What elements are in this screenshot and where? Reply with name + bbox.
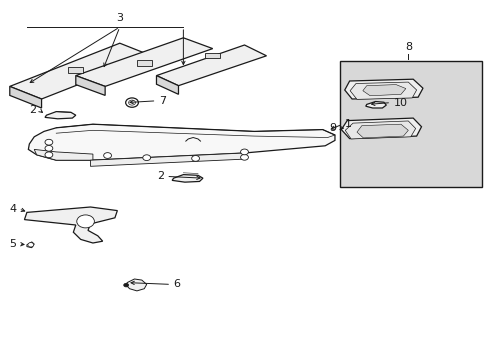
Polygon shape [137, 60, 151, 66]
Polygon shape [90, 153, 244, 166]
Text: 2: 2 [156, 171, 163, 181]
Circle shape [125, 98, 138, 107]
Circle shape [45, 152, 53, 158]
Circle shape [240, 149, 248, 155]
Text: 2: 2 [29, 105, 37, 115]
Polygon shape [344, 79, 422, 99]
Circle shape [128, 100, 135, 105]
Circle shape [45, 145, 53, 151]
Circle shape [45, 139, 53, 145]
Polygon shape [34, 149, 93, 160]
Circle shape [142, 155, 150, 161]
Polygon shape [28, 124, 334, 160]
Polygon shape [205, 53, 220, 58]
Text: 6: 6 [173, 279, 180, 289]
Circle shape [77, 215, 94, 228]
Polygon shape [76, 38, 212, 86]
Polygon shape [156, 76, 178, 94]
Polygon shape [172, 175, 203, 182]
Polygon shape [27, 242, 34, 248]
Circle shape [28, 243, 34, 247]
Polygon shape [156, 45, 266, 86]
Polygon shape [10, 86, 41, 108]
Text: 10: 10 [393, 98, 407, 108]
Circle shape [103, 153, 111, 158]
Polygon shape [45, 112, 76, 119]
Polygon shape [24, 207, 117, 243]
Text: 5: 5 [10, 239, 17, 249]
Polygon shape [341, 118, 421, 139]
Text: 7: 7 [159, 96, 166, 106]
Text: 4: 4 [9, 204, 17, 214]
Polygon shape [362, 85, 405, 96]
Circle shape [240, 154, 248, 160]
Polygon shape [365, 102, 386, 108]
Polygon shape [345, 121, 415, 139]
Circle shape [191, 156, 199, 161]
Polygon shape [126, 279, 146, 291]
Polygon shape [10, 43, 151, 99]
Text: 1: 1 [344, 119, 351, 129]
Polygon shape [349, 82, 416, 99]
Text: 3: 3 [116, 13, 123, 23]
Polygon shape [356, 124, 407, 138]
Text: 8: 8 [404, 42, 411, 52]
Polygon shape [68, 67, 83, 73]
Polygon shape [76, 76, 105, 95]
FancyBboxPatch shape [339, 61, 481, 187]
Circle shape [123, 283, 128, 287]
Text: 9: 9 [328, 123, 336, 133]
